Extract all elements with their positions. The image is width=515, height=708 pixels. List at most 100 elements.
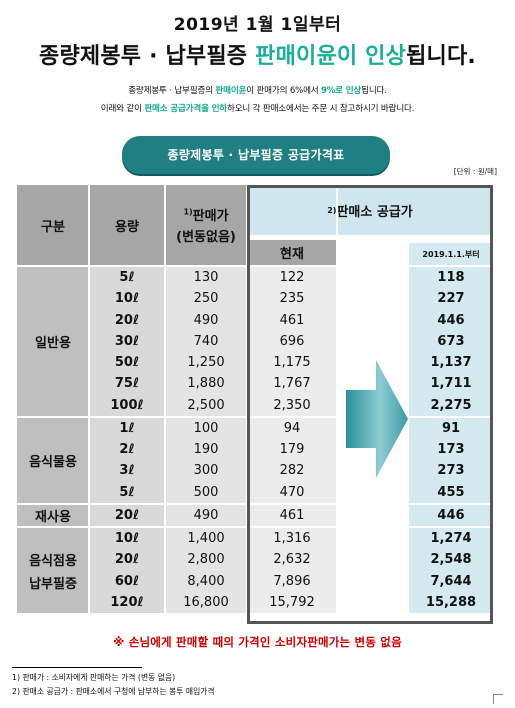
intro-text: 하오니 각 판매소에서는 주문 시 참고하시기 바랍니다. (227, 104, 415, 114)
current-supply-cell: 122 (247, 267, 337, 289)
category-cell: 음식물용 (17, 417, 89, 503)
header-supply-label: 판매소 공급가 (336, 204, 413, 220)
arrow-area-cell (337, 352, 409, 374)
current-supply-cell: 696 (247, 330, 337, 352)
new-supply-cell: 446 (409, 504, 493, 526)
arrow-area-cell (337, 288, 409, 310)
arrow-area-cell (337, 267, 409, 289)
column-separator (164, 185, 166, 624)
headline-suffix: 됩니다. (406, 44, 476, 69)
new-supply-cell: 1,711 (409, 373, 493, 395)
sale-price-cell: 250 (165, 288, 247, 310)
new-supply-cell: 673 (409, 330, 493, 352)
footnote-2: 2) 판매소 공급가 : 판매소에서 구청에 납부하는 봉투 매입가격 (12, 687, 215, 696)
new-supply-cell: 273 (409, 460, 493, 482)
sale-price-cell: 2,500 (165, 394, 247, 416)
column-separator (336, 185, 338, 624)
arrow-area-cell (337, 570, 409, 592)
current-supply-cell: 461 (247, 504, 337, 526)
column-separator (88, 185, 90, 624)
volume-cell: 10ℓ (89, 288, 165, 310)
category-label-line: 납부필증 (29, 576, 77, 592)
arrow-area-cell (337, 309, 409, 331)
arrow-right-icon (346, 360, 408, 478)
headline-highlight: 판매이윤이 인상 (255, 44, 407, 69)
header-sale-price-note: (변동없음) (176, 230, 236, 245)
arrow-area-cell (337, 460, 409, 482)
sale-price-cell: 1,250 (165, 352, 247, 374)
new-supply-cell: 173 (409, 439, 493, 461)
footnote-divider (12, 667, 142, 668)
sale-price-cell: 130 (165, 267, 247, 289)
arrow-area-cell (337, 330, 409, 352)
arrow-area-cell (337, 504, 409, 526)
effective-date: 2019년 1월 1일부터 (173, 15, 342, 35)
volume-cell: 20ℓ (89, 549, 165, 571)
sale-price-cell: 490 (165, 309, 247, 331)
intro-text: 이 판매가의 6%에서 (246, 86, 322, 96)
header-supply-price: 2) 판매소 공급가 (247, 185, 493, 235)
page-corner-mark (493, 694, 503, 704)
arrow-area-cell (337, 549, 409, 571)
table-title: 종량제봉투 · 납부필증 공급가격표 (122, 136, 390, 174)
current-supply-cell: 461 (247, 309, 337, 331)
current-supply-cell: 94 (247, 417, 337, 439)
volume-cell: 20ℓ (89, 309, 165, 331)
intro-highlight: 판매소 공급가격을 인하 (144, 104, 227, 114)
current-supply-cell: 2,350 (247, 394, 337, 416)
volume-cell: 3ℓ (89, 460, 165, 482)
header-volume: 용량 (89, 185, 165, 265)
header-sale-price-line1: 1)판매가 (183, 205, 228, 224)
sale-price-cell: 8,400 (165, 570, 247, 592)
intro-text: 됩니다. (361, 86, 387, 96)
header-category: 구분 (17, 185, 89, 265)
sale-price-cell: 16,800 (165, 591, 247, 613)
volume-cell: 60ℓ (89, 570, 165, 592)
volume-cell: 5ℓ (89, 267, 165, 289)
current-supply-cell: 15,792 (247, 591, 337, 613)
sale-price-cell: 2,800 (165, 549, 247, 571)
intro-highlight: 9%로 인상 (321, 86, 362, 96)
new-supply-cell: 2,275 (409, 394, 493, 416)
new-supply-cell: 118 (409, 267, 493, 289)
headline: 종량제봉투 · 납부필증 판매이윤이 인상됩니다. (0, 38, 515, 70)
new-supply-cell: 227 (409, 288, 493, 310)
current-supply-cell: 179 (247, 439, 337, 461)
arrow-area-cell (337, 528, 409, 550)
arrow-area-cell (337, 591, 409, 613)
intro-line-1: 종량제봉투 · 납부필증의 판매이윤이 판매가의 6%에서 9%로 인상됩니다. (0, 84, 515, 96)
volume-cell: 50ℓ (89, 352, 165, 374)
footnote-ref-2: 2) (327, 205, 337, 215)
new-supply-cell: 1,274 (409, 528, 493, 550)
new-supply-cell: 455 (409, 481, 493, 503)
new-supply-cell: 2,548 (409, 549, 493, 571)
arrow-area-cell (337, 481, 409, 503)
current-supply-cell: 282 (247, 460, 337, 482)
sale-price-cell: 190 (165, 439, 247, 461)
notice: ※ 손님에게 판매할 때의 가격인 소비자판매가는 변동 없음 (113, 635, 402, 649)
new-supply-cell: 15,288 (409, 591, 493, 613)
volume-cell: 100ℓ (89, 394, 165, 416)
new-supply-cell: 91 (409, 417, 493, 439)
current-supply-cell: 235 (247, 288, 337, 310)
header-current: 현재 (247, 240, 337, 265)
headline-prefix: 종량제봉투 · 납부필증 (39, 44, 256, 69)
category-cell: 일반용 (17, 267, 89, 416)
new-supply-cell: 446 (409, 309, 493, 331)
intro-highlight: 판매이윤 (215, 86, 247, 96)
new-supply-cell: 1,137 (409, 352, 493, 374)
volume-cell: 5ℓ (89, 481, 165, 503)
volume-cell: 2ℓ (89, 439, 165, 461)
sale-price-cell: 100 (165, 417, 247, 439)
volume-cell: 120ℓ (89, 591, 165, 613)
new-supply-cell: 7,644 (409, 570, 493, 592)
sale-price-cell: 1,880 (165, 373, 247, 395)
current-supply-cell: 1,767 (247, 373, 337, 395)
volume-cell: 1ℓ (89, 417, 165, 439)
header-sale-price-label: 판매가 (192, 209, 229, 224)
header-new: 2019.1.1.부터 (409, 243, 493, 265)
sale-price-cell: 740 (165, 330, 247, 352)
current-supply-cell: 2,632 (247, 549, 337, 571)
header-new-spacer (337, 240, 409, 265)
